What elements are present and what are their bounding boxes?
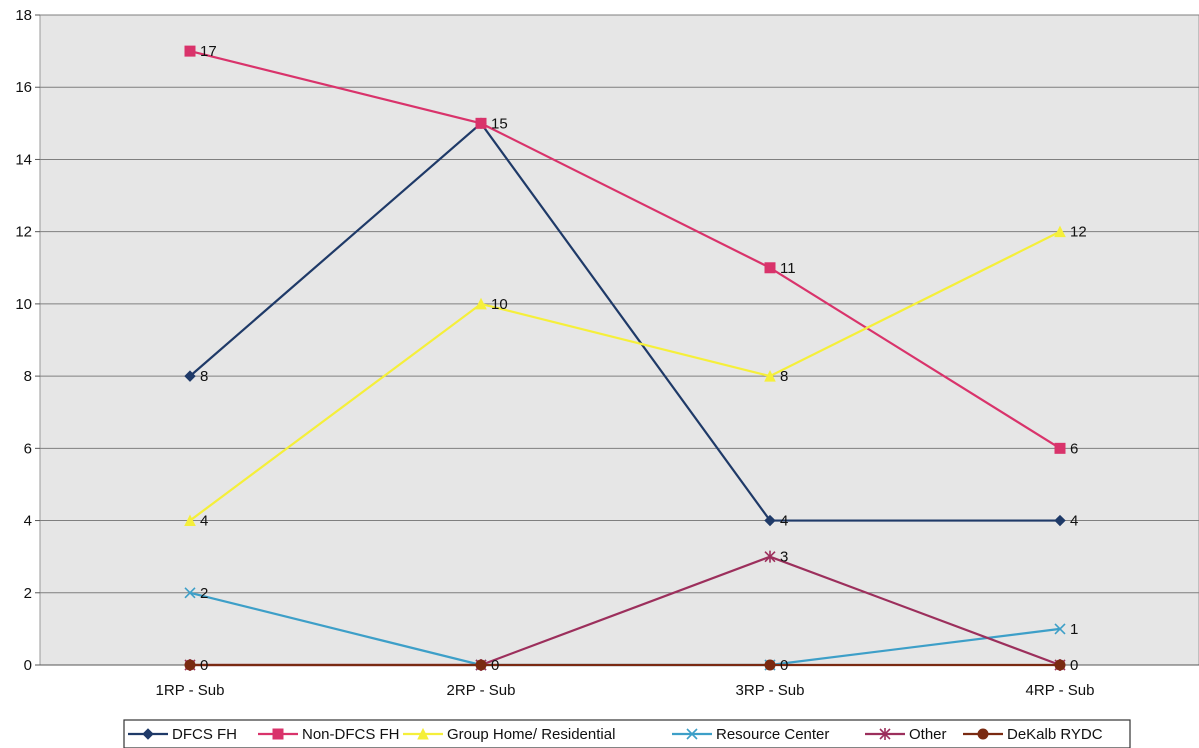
y-tick-label: 4 xyxy=(24,513,32,530)
data-point xyxy=(184,370,196,382)
data-point xyxy=(1054,442,1066,454)
legend-label: DeKalb RYDC xyxy=(1007,726,1103,743)
x-tick-label: 4RP - Sub xyxy=(1026,682,1095,699)
data-label: 17 xyxy=(200,43,217,60)
y-tick-label: 8 xyxy=(24,368,32,385)
legend-label: Resource Center xyxy=(716,726,829,743)
x-axis-ticks: 1RP - Sub 2RP - Sub 3RP - Sub 4RP - Sub xyxy=(156,665,1095,699)
data-point xyxy=(764,262,776,274)
data-label: 0 xyxy=(780,657,788,674)
legend-marker xyxy=(879,728,891,740)
legend-label: Group Home/ Residential xyxy=(447,726,615,743)
data-label: 0 xyxy=(200,657,208,674)
data-label: 1 xyxy=(1070,621,1078,638)
data-label: 6 xyxy=(1070,440,1078,457)
data-label: 4 xyxy=(200,513,208,530)
y-tick-label: 12 xyxy=(15,224,32,241)
y-tick-label: 0 xyxy=(24,657,32,674)
data-point xyxy=(764,369,776,382)
legend-marker xyxy=(686,728,698,740)
legend-marker xyxy=(417,727,429,740)
series-line-dfcs-fh xyxy=(189,121,1060,522)
legend-marker xyxy=(977,728,989,740)
legend-marker xyxy=(272,728,284,740)
data-point xyxy=(184,45,196,57)
data-label: 3 xyxy=(780,549,788,566)
data-point xyxy=(1054,623,1066,635)
data-point xyxy=(184,587,196,599)
x-tick-label: 3RP - Sub xyxy=(736,682,805,699)
data-label: 4 xyxy=(1070,513,1078,530)
data-point xyxy=(764,514,776,527)
y-tick-label: 14 xyxy=(15,151,32,168)
data-label: 0 xyxy=(1070,657,1078,674)
y-tick-label: 10 xyxy=(15,296,32,313)
data-label: 8 xyxy=(200,368,208,385)
y-tick-label: 18 xyxy=(15,7,32,24)
legend-label: Other xyxy=(909,726,947,743)
data-label: 4 xyxy=(780,513,788,530)
series-group xyxy=(184,45,1066,671)
data-point xyxy=(764,659,776,671)
data-point xyxy=(475,659,487,671)
data-point xyxy=(475,297,487,310)
legend-label: Non-DFCS FH xyxy=(302,726,400,743)
data-label: 8 xyxy=(780,368,788,385)
data-label: 2 xyxy=(200,585,208,602)
y-tick-label: 2 xyxy=(24,585,32,602)
y-tick-label: 16 xyxy=(15,79,32,96)
data-point xyxy=(184,514,196,527)
x-tick-label: 2RP - Sub xyxy=(447,682,516,699)
data-labels: 8 4 4 17 15 11 6 4 10 8 12 2 1 3 0 0 0 0 xyxy=(200,43,1087,674)
series-line-group-home-residential xyxy=(189,230,1061,522)
data-point xyxy=(475,117,487,129)
data-point xyxy=(1054,659,1066,671)
y-axis-ticks: 0 2 4 6 8 10 12 14 16 18 xyxy=(15,7,40,674)
legend: DFCS FH Non-DFCS FH Group Home/ Residentia… xyxy=(123,719,1131,748)
data-label: 15 xyxy=(491,115,508,132)
data-label: 12 xyxy=(1070,224,1087,241)
data-point xyxy=(764,550,776,563)
data-point xyxy=(1054,514,1066,527)
y-tick-label: 6 xyxy=(24,440,32,457)
data-label: 11 xyxy=(780,260,796,277)
series-line-non-dfcs-fh xyxy=(189,50,1061,450)
plot-area xyxy=(39,14,1199,666)
data-label: 10 xyxy=(491,296,508,313)
data-label: 0 xyxy=(491,657,499,674)
legend-label: DFCS FH xyxy=(172,726,237,743)
data-point xyxy=(184,659,196,671)
x-tick-label: 1RP - Sub xyxy=(156,682,225,699)
data-point xyxy=(1054,225,1066,238)
legend-marker xyxy=(142,728,154,740)
